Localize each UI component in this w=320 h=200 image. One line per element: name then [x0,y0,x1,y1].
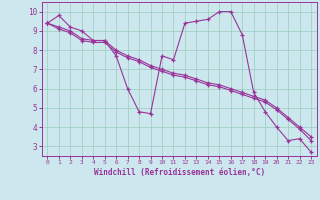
X-axis label: Windchill (Refroidissement éolien,°C): Windchill (Refroidissement éolien,°C) [94,168,265,177]
